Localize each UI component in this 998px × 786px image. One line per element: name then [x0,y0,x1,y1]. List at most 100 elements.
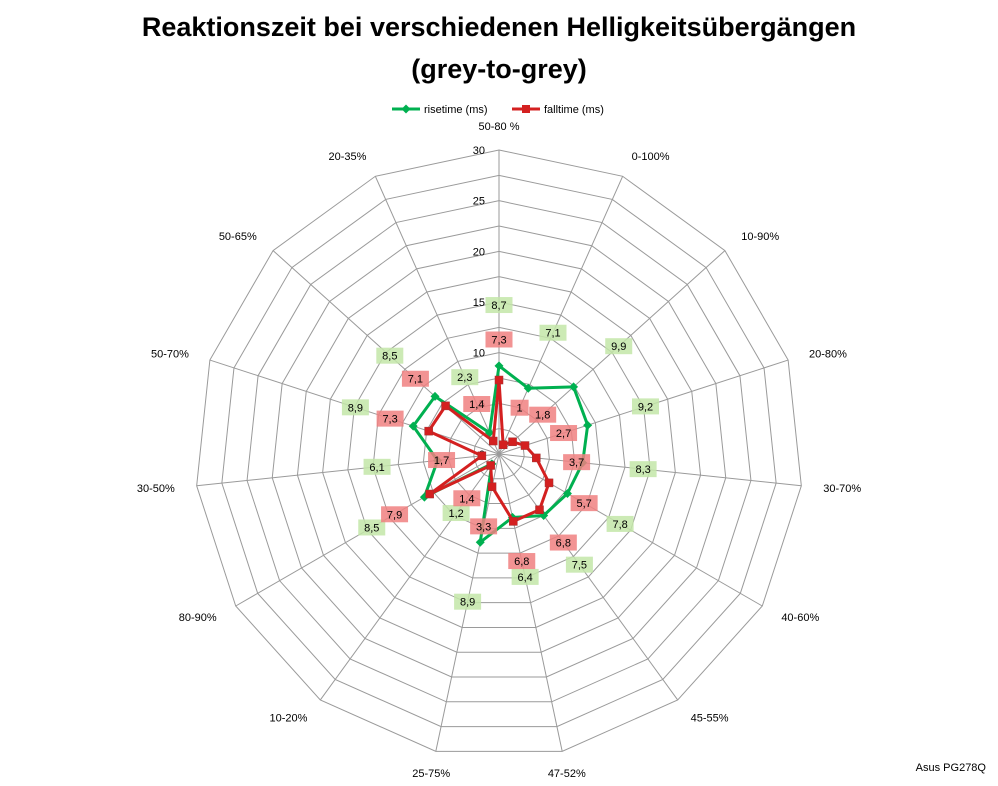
data-label: 1,7 [434,455,449,467]
grid-ring [397,352,601,554]
grid-spoke [498,453,563,752]
grid-ring [296,250,702,653]
series-line [427,378,551,523]
data-label-bg [485,331,513,348]
category-label: 50-65% [219,231,257,243]
legend-label: falltime (ms) [544,104,604,116]
series-marker [430,391,440,401]
series-marker [508,437,517,447]
data-label-bg [453,490,481,507]
category-label: 50-70% [151,348,189,360]
series-marker [494,361,504,371]
chart-subtitle: (grey-to-grey) [411,54,587,84]
grid-ring [372,326,626,579]
series-marker [498,440,508,449]
data-label: 7,1 [545,328,560,340]
legend-marker [401,104,411,114]
category-label: 10-90% [741,231,779,243]
category-label: 80-90% [179,612,217,624]
category-label: 0-100% [632,151,670,163]
data-label-bg [454,593,482,610]
data-label: 7,5 [572,560,587,572]
axis-tick-label: 15 [473,297,485,309]
data-label-bg [539,324,567,341]
series-marker [562,489,572,499]
data-label: 9,9 [611,341,626,353]
data-label: 3,3 [476,521,491,533]
category-label: 30-70% [823,483,861,495]
data-label-bg [511,568,539,585]
series-marker [544,478,554,488]
grid-ring [347,301,651,604]
data-label: 5,7 [576,498,591,510]
data-label: 7,1 [408,374,423,386]
series-marker [520,441,530,450]
data-label: 7,8 [612,519,627,531]
data-label: 1,4 [459,493,474,505]
legend-marker [522,105,530,113]
grid-ring [196,149,802,752]
data-label: 6,1 [369,462,384,474]
data-label-bg [510,399,529,416]
category-label: 20-35% [328,151,366,163]
category-label: 25-75% [412,768,450,780]
data-label: 3,7 [569,457,584,469]
data-label: 8,5 [382,351,397,363]
data-label: 7,3 [382,414,397,426]
data-label: 6,4 [517,572,532,584]
grid-ring [246,200,752,703]
data-label-bg [376,410,404,427]
series-marker [535,505,544,514]
data-label-bg [549,534,577,551]
series-marker [488,436,498,446]
series-marker [494,375,504,385]
data-label-bg [629,461,657,478]
data-label-bg [570,495,598,512]
series-marker [583,420,593,430]
data-label-bg [358,519,386,536]
data-label-bg [401,370,429,387]
category-label: 45-55% [691,713,729,725]
data-label: 8,9 [348,402,363,414]
chart-title: Reaktionszeit bei verschiedenen Helligke… [141,12,857,42]
category-label: 50-80 % [479,121,520,133]
data-label: 2,3 [457,372,472,384]
grid-ring [271,225,727,678]
legend-label: risetime (ms) [424,104,488,116]
series-marker [509,517,518,526]
category-label: 40-60% [781,612,819,624]
data-label: 8,3 [635,464,650,476]
data-label: 1 [517,403,523,415]
data-label-bg [508,553,536,570]
data-label-bg [631,398,659,415]
axis-tick-label: 20 [473,246,485,258]
series-marker [532,453,541,463]
data-label: 1,4 [469,399,484,411]
data-label: 8,7 [491,300,506,312]
data-label: 9,2 [638,401,653,413]
series-marker [486,461,495,470]
data-label-bg [451,369,479,386]
data-label-bg [470,518,498,535]
data-label: 7,9 [387,509,402,521]
grid-spoke [498,453,679,701]
grid-ring [448,402,550,505]
data-label-bg [428,452,456,469]
axis-tick-label: 25 [473,196,485,208]
data-label-bg [463,396,491,413]
series-marker [569,382,579,392]
data-label: 8,5 [364,522,379,534]
data-label: 8,9 [460,597,475,609]
data-label-bg [550,425,578,442]
series-marker [487,482,497,491]
series-marker [441,401,450,411]
data-label: 2,7 [556,428,571,440]
data-label-bg [485,297,513,314]
data-label-bg [565,556,593,573]
grid-ring [221,174,777,728]
axis-tick-label: 30 [473,145,485,157]
data-label: 1,2 [448,508,463,520]
data-label: 6,8 [514,556,529,568]
grid-ring [322,276,676,628]
series-marker [425,489,434,499]
